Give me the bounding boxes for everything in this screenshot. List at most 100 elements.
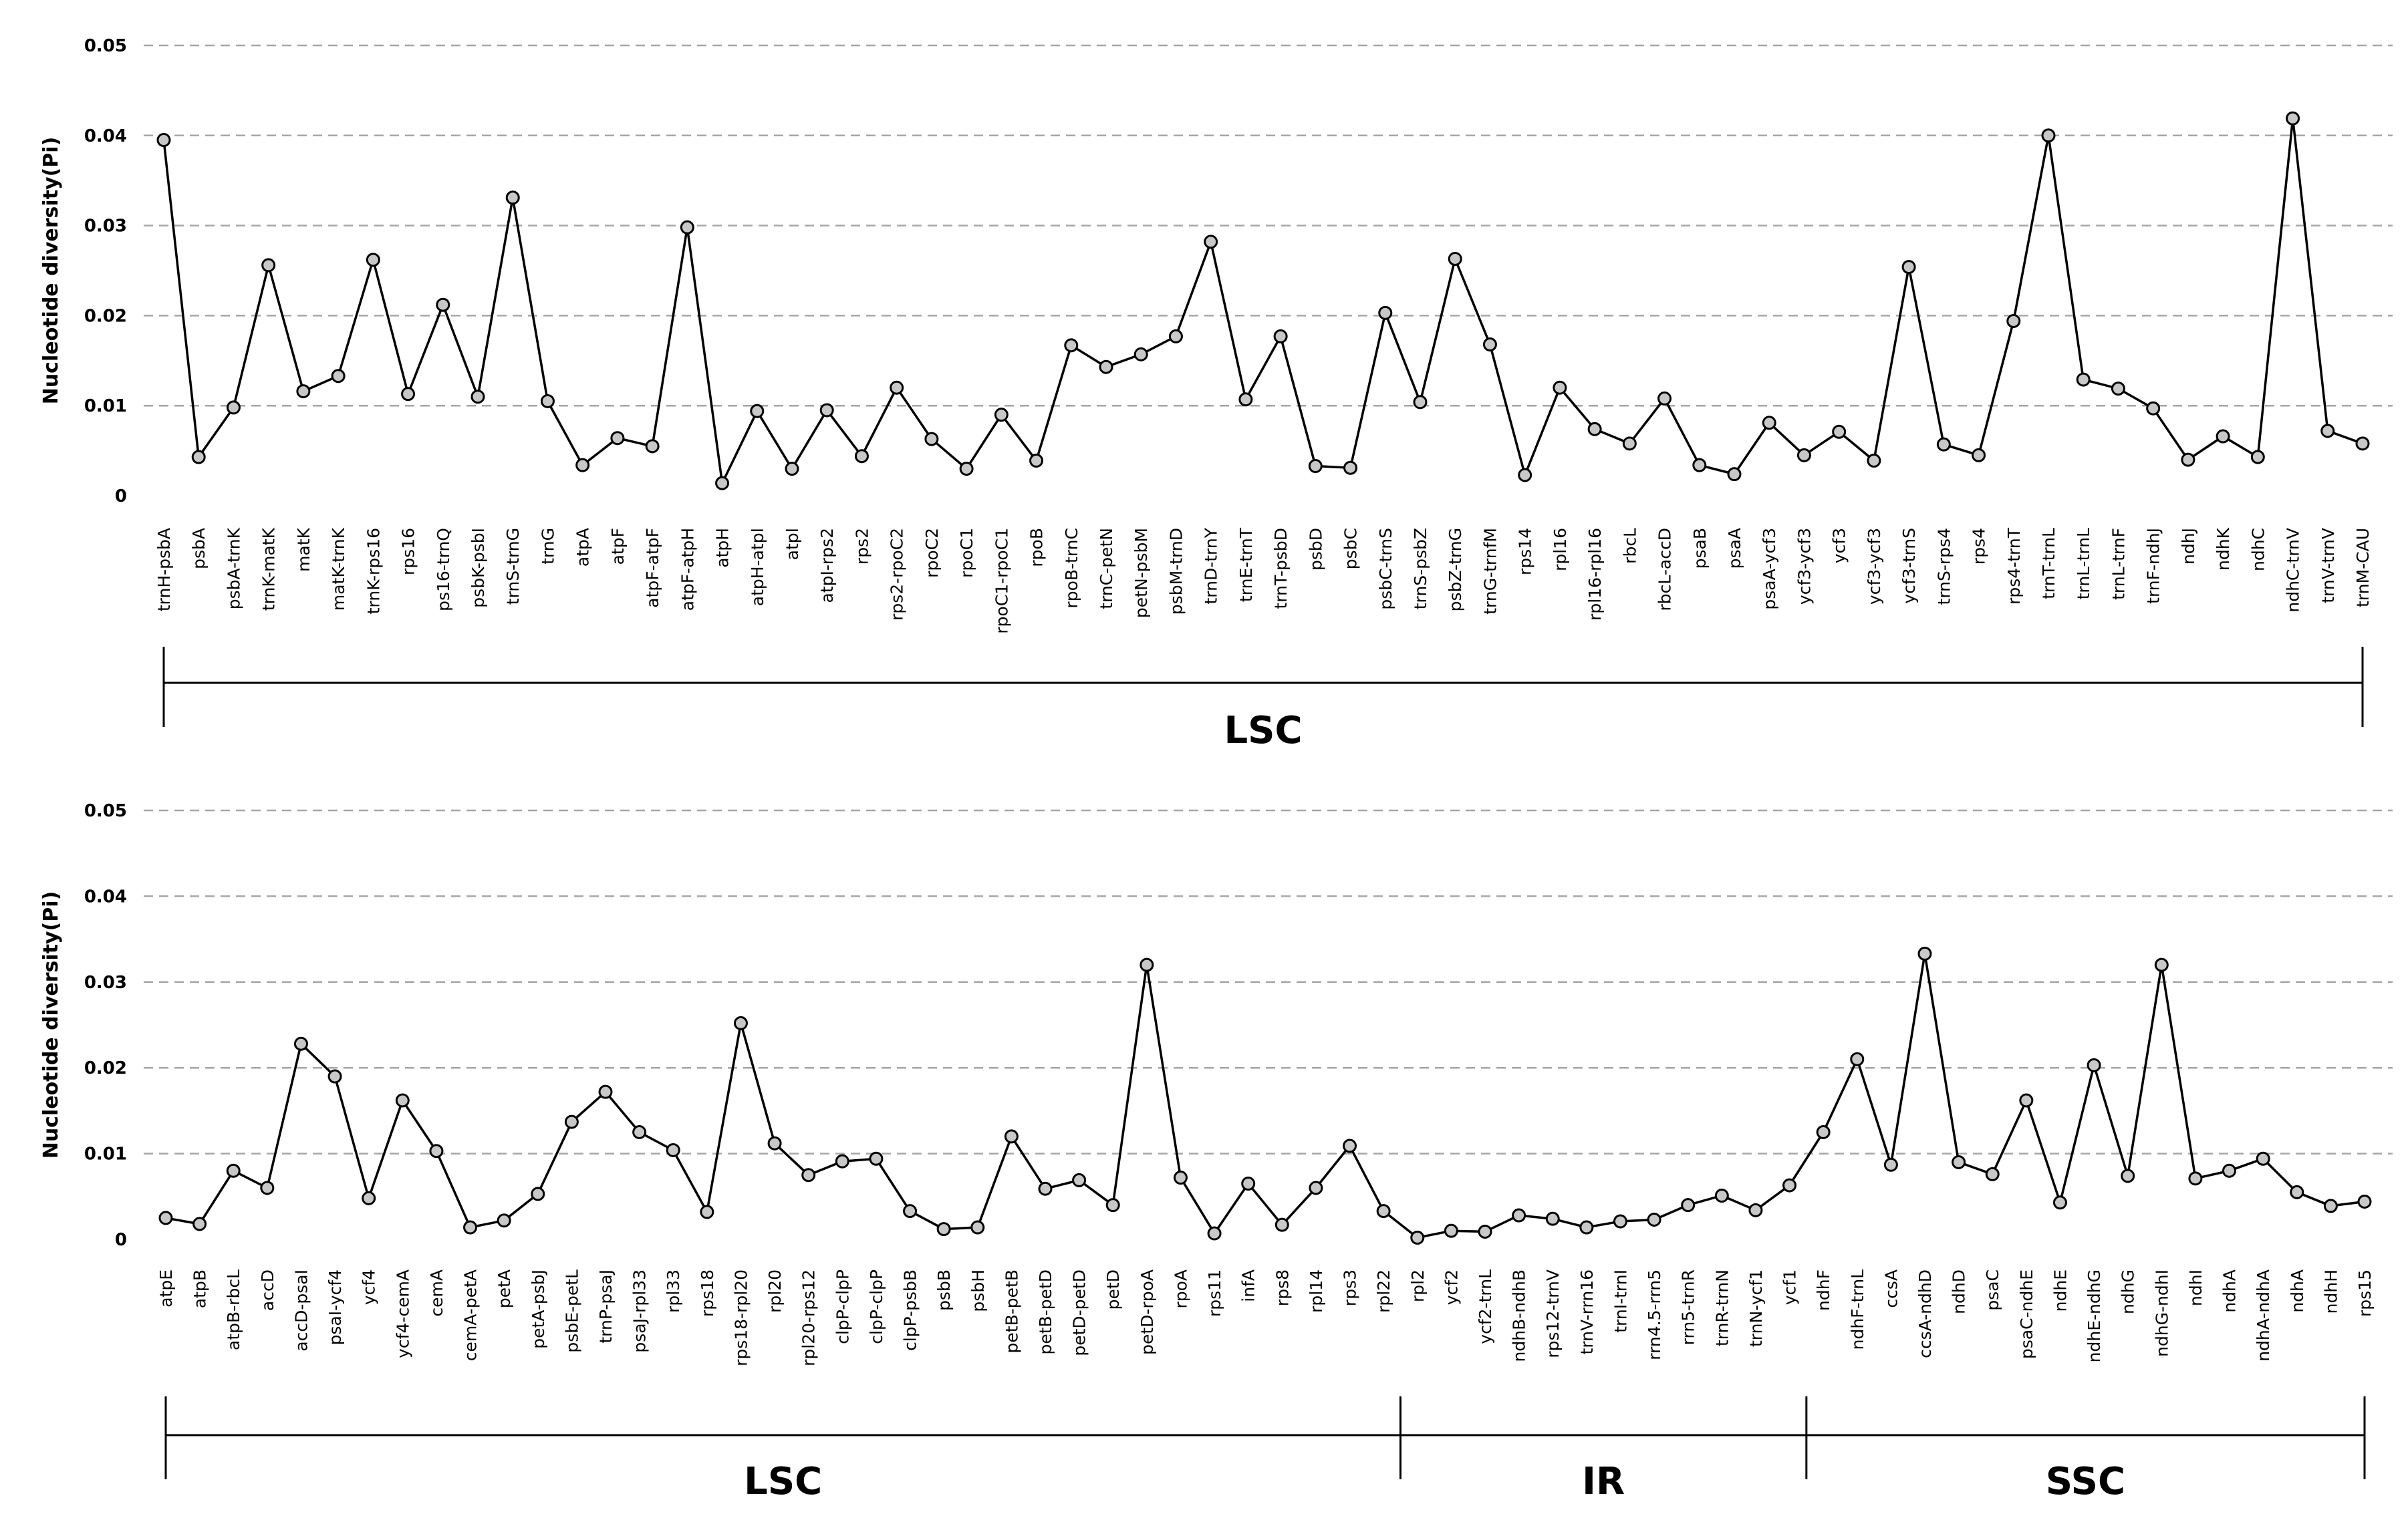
x-tick-label: psaC-ndhE xyxy=(2017,1269,2036,1359)
x-tick-label: trnK-matK xyxy=(259,527,279,611)
x-tick-label: trnK-rps16 xyxy=(364,528,383,614)
x-tick-label: ndhF xyxy=(1814,1269,1833,1311)
x-tick-label: matK-trnK xyxy=(329,527,348,611)
x-tick-label: atpF-atpF xyxy=(643,528,662,608)
data-point xyxy=(1376,1204,1391,1219)
x-tick-label: ndhA xyxy=(2288,1269,2307,1313)
data-point xyxy=(2323,1199,2338,1213)
x-tick-label: ndhA xyxy=(2220,1269,2240,1313)
data-point xyxy=(890,380,904,395)
y-tick-label: 0.04 xyxy=(84,126,127,146)
data-point xyxy=(1168,329,1183,343)
data-point xyxy=(1936,437,1951,452)
x-tick-label: trnC-petN xyxy=(1097,528,1116,609)
y-axis-label: Nucleotide diversity(Pi) xyxy=(39,891,63,1159)
bottom-chart-panel: 0 0.01 0.02 0.03 0.04 0.05 Nucleotide diversit… xyxy=(39,801,2393,1503)
data-point xyxy=(1518,468,1532,482)
data-point xyxy=(680,220,694,235)
data-point xyxy=(564,1114,579,1129)
data-point xyxy=(1832,424,1847,439)
data-point xyxy=(191,450,206,464)
x-tick-label: trnT-psbD xyxy=(1271,528,1291,609)
x-tick-label: petD xyxy=(1103,1269,1123,1310)
data-point xyxy=(1478,1224,1492,1239)
data-point xyxy=(1622,436,1637,451)
x-tick-label: trnN-ycf1 xyxy=(1746,1269,1766,1347)
x-tick-label: ycf3 xyxy=(1830,528,1849,563)
series-line xyxy=(165,953,2365,1239)
data-point xyxy=(2357,1195,2372,1209)
x-tick-label: trnL-trnL xyxy=(2074,528,2093,599)
data-point xyxy=(1444,1223,1458,1238)
x-tick-label: rps2-rpoC2 xyxy=(888,528,907,621)
x-tick-label: rpoC1-rpoC1 xyxy=(992,528,1011,634)
x-tick-label: ycf2 xyxy=(1442,1269,1461,1305)
x-tick-label: trnR-trnN xyxy=(1712,1269,1732,1346)
data-point xyxy=(2222,1163,2237,1178)
data-point xyxy=(296,384,311,399)
data-point xyxy=(959,462,974,476)
data-point xyxy=(2006,313,2021,328)
x-tick-label: psaC xyxy=(1983,1269,2002,1311)
x-tick-label: cemA xyxy=(427,1269,446,1317)
x-tick-label: ndhK xyxy=(2214,527,2233,571)
data-point xyxy=(801,1168,816,1183)
data-point xyxy=(1029,453,1044,468)
data-point xyxy=(2181,452,2195,467)
x-tick-label: rpoC1 xyxy=(957,528,976,578)
data-point xyxy=(1482,337,1497,352)
data-point xyxy=(2146,401,2161,416)
y-axis-label: Nucleotide diversity(Pi) xyxy=(39,137,63,405)
data-point xyxy=(1309,1181,1323,1195)
data-point xyxy=(924,432,939,446)
data-point xyxy=(2019,1093,2034,1108)
data-point xyxy=(2052,1195,2067,1210)
x-tick-label: atpF xyxy=(608,528,628,565)
x-tick-label: ycf3-ycf3 xyxy=(1865,528,1884,605)
x-tick-label: trnV-trnV xyxy=(2318,528,2338,603)
x-tick-label: rps18 xyxy=(698,1269,717,1317)
data-point xyxy=(715,476,730,490)
data-point xyxy=(1064,338,1079,353)
x-tick-label: accD-psaI xyxy=(291,1269,311,1352)
data-point xyxy=(1647,1212,1661,1227)
data-point xyxy=(1714,1189,1729,1203)
x-tick-label: ndhG xyxy=(2119,1269,2138,1314)
x-tick-label: ndhG-ndhI xyxy=(2152,1269,2171,1357)
x-tick-label: psaI-ycf4 xyxy=(325,1269,345,1345)
x-tick-label: petB-petD xyxy=(1036,1269,1055,1355)
data-point xyxy=(819,403,834,418)
data-point xyxy=(1692,458,1707,472)
x-tick-label: atpH xyxy=(713,528,732,568)
data-point xyxy=(429,1144,444,1159)
data-point xyxy=(1140,957,1154,972)
y-tick-label: 0.01 xyxy=(84,396,127,416)
x-tick-label: rbcL-accD xyxy=(1655,528,1675,611)
data-point xyxy=(1343,460,1358,475)
x-tick-label: rps16 xyxy=(399,528,418,575)
data-point xyxy=(733,1016,748,1030)
region-label: LSC xyxy=(1224,709,1302,752)
x-tick-label: rpl14 xyxy=(1307,1269,1326,1313)
data-point xyxy=(1343,1139,1357,1153)
x-tick-label: atpB xyxy=(190,1269,210,1308)
data-point xyxy=(1796,448,1811,462)
data-point xyxy=(1972,448,1986,462)
data-point xyxy=(2286,111,2300,126)
data-point xyxy=(1867,453,1881,468)
data-point xyxy=(2087,1058,2101,1072)
x-tick-label: atpI-rps2 xyxy=(817,528,837,603)
data-point xyxy=(632,1125,647,1139)
y-tick-label: 0.02 xyxy=(84,1058,127,1078)
data-point xyxy=(1410,1230,1425,1245)
data-point xyxy=(327,1069,342,1084)
data-point xyxy=(1762,416,1776,430)
data-point xyxy=(1413,395,1428,410)
x-tick-label: ycf3-trnS xyxy=(1899,528,1919,604)
x-tick-label: ndhE-ndhG xyxy=(2085,1269,2104,1362)
data-point xyxy=(1681,1198,1696,1213)
x-tick-label: psbM-trnD xyxy=(1166,528,1186,615)
x-tick-label: petN-psbM xyxy=(1131,528,1151,618)
data-point xyxy=(869,1151,884,1166)
